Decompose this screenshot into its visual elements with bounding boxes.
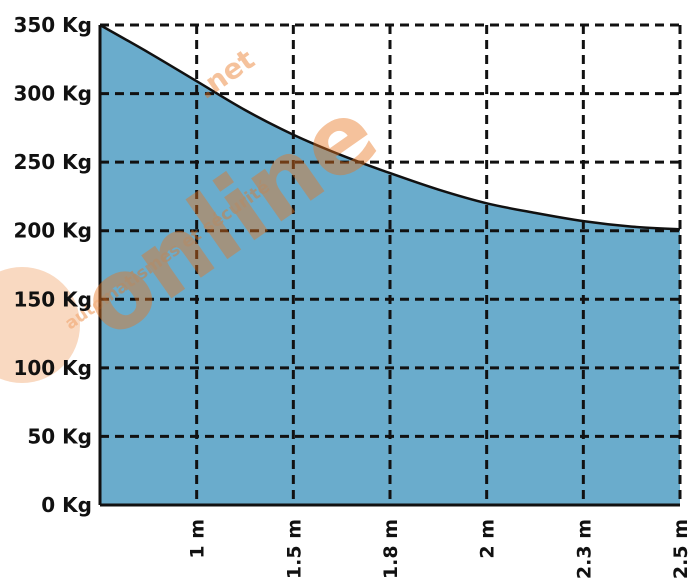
grid-layer bbox=[98, 23, 682, 507]
curve-layer bbox=[99, 23, 681, 231]
y-tick-label: 300 Kg bbox=[13, 82, 92, 106]
series-line bbox=[99, 23, 681, 231]
y-tick-label: 200 Kg bbox=[13, 219, 92, 243]
x-tick-label: 2.5 m bbox=[670, 519, 689, 579]
y-tick-label: 250 Kg bbox=[13, 150, 92, 174]
y-tick-label: 0 Kg bbox=[41, 493, 92, 517]
label-layer: 0 Kg 50 Kg 100 Kg 150 Kg 200 Kg 250 Kg 300 Kg 3… bbox=[13, 13, 689, 579]
x-tick-label: 2.3 m bbox=[573, 519, 595, 579]
watermark-disc bbox=[0, 267, 80, 383]
y-tick-label: 100 Kg bbox=[13, 356, 92, 380]
x-tick-label: 2 m bbox=[477, 519, 499, 559]
x-tick-label: 1 m bbox=[187, 519, 209, 559]
x-tick-label: 1.5 m bbox=[283, 519, 305, 579]
y-tick-label: 350 Kg bbox=[13, 13, 92, 37]
x-tick-label: 1.8 m bbox=[380, 519, 402, 579]
y-tick-label: 150 Kg bbox=[13, 287, 92, 311]
y-tick-label: 50 Kg bbox=[27, 424, 92, 448]
